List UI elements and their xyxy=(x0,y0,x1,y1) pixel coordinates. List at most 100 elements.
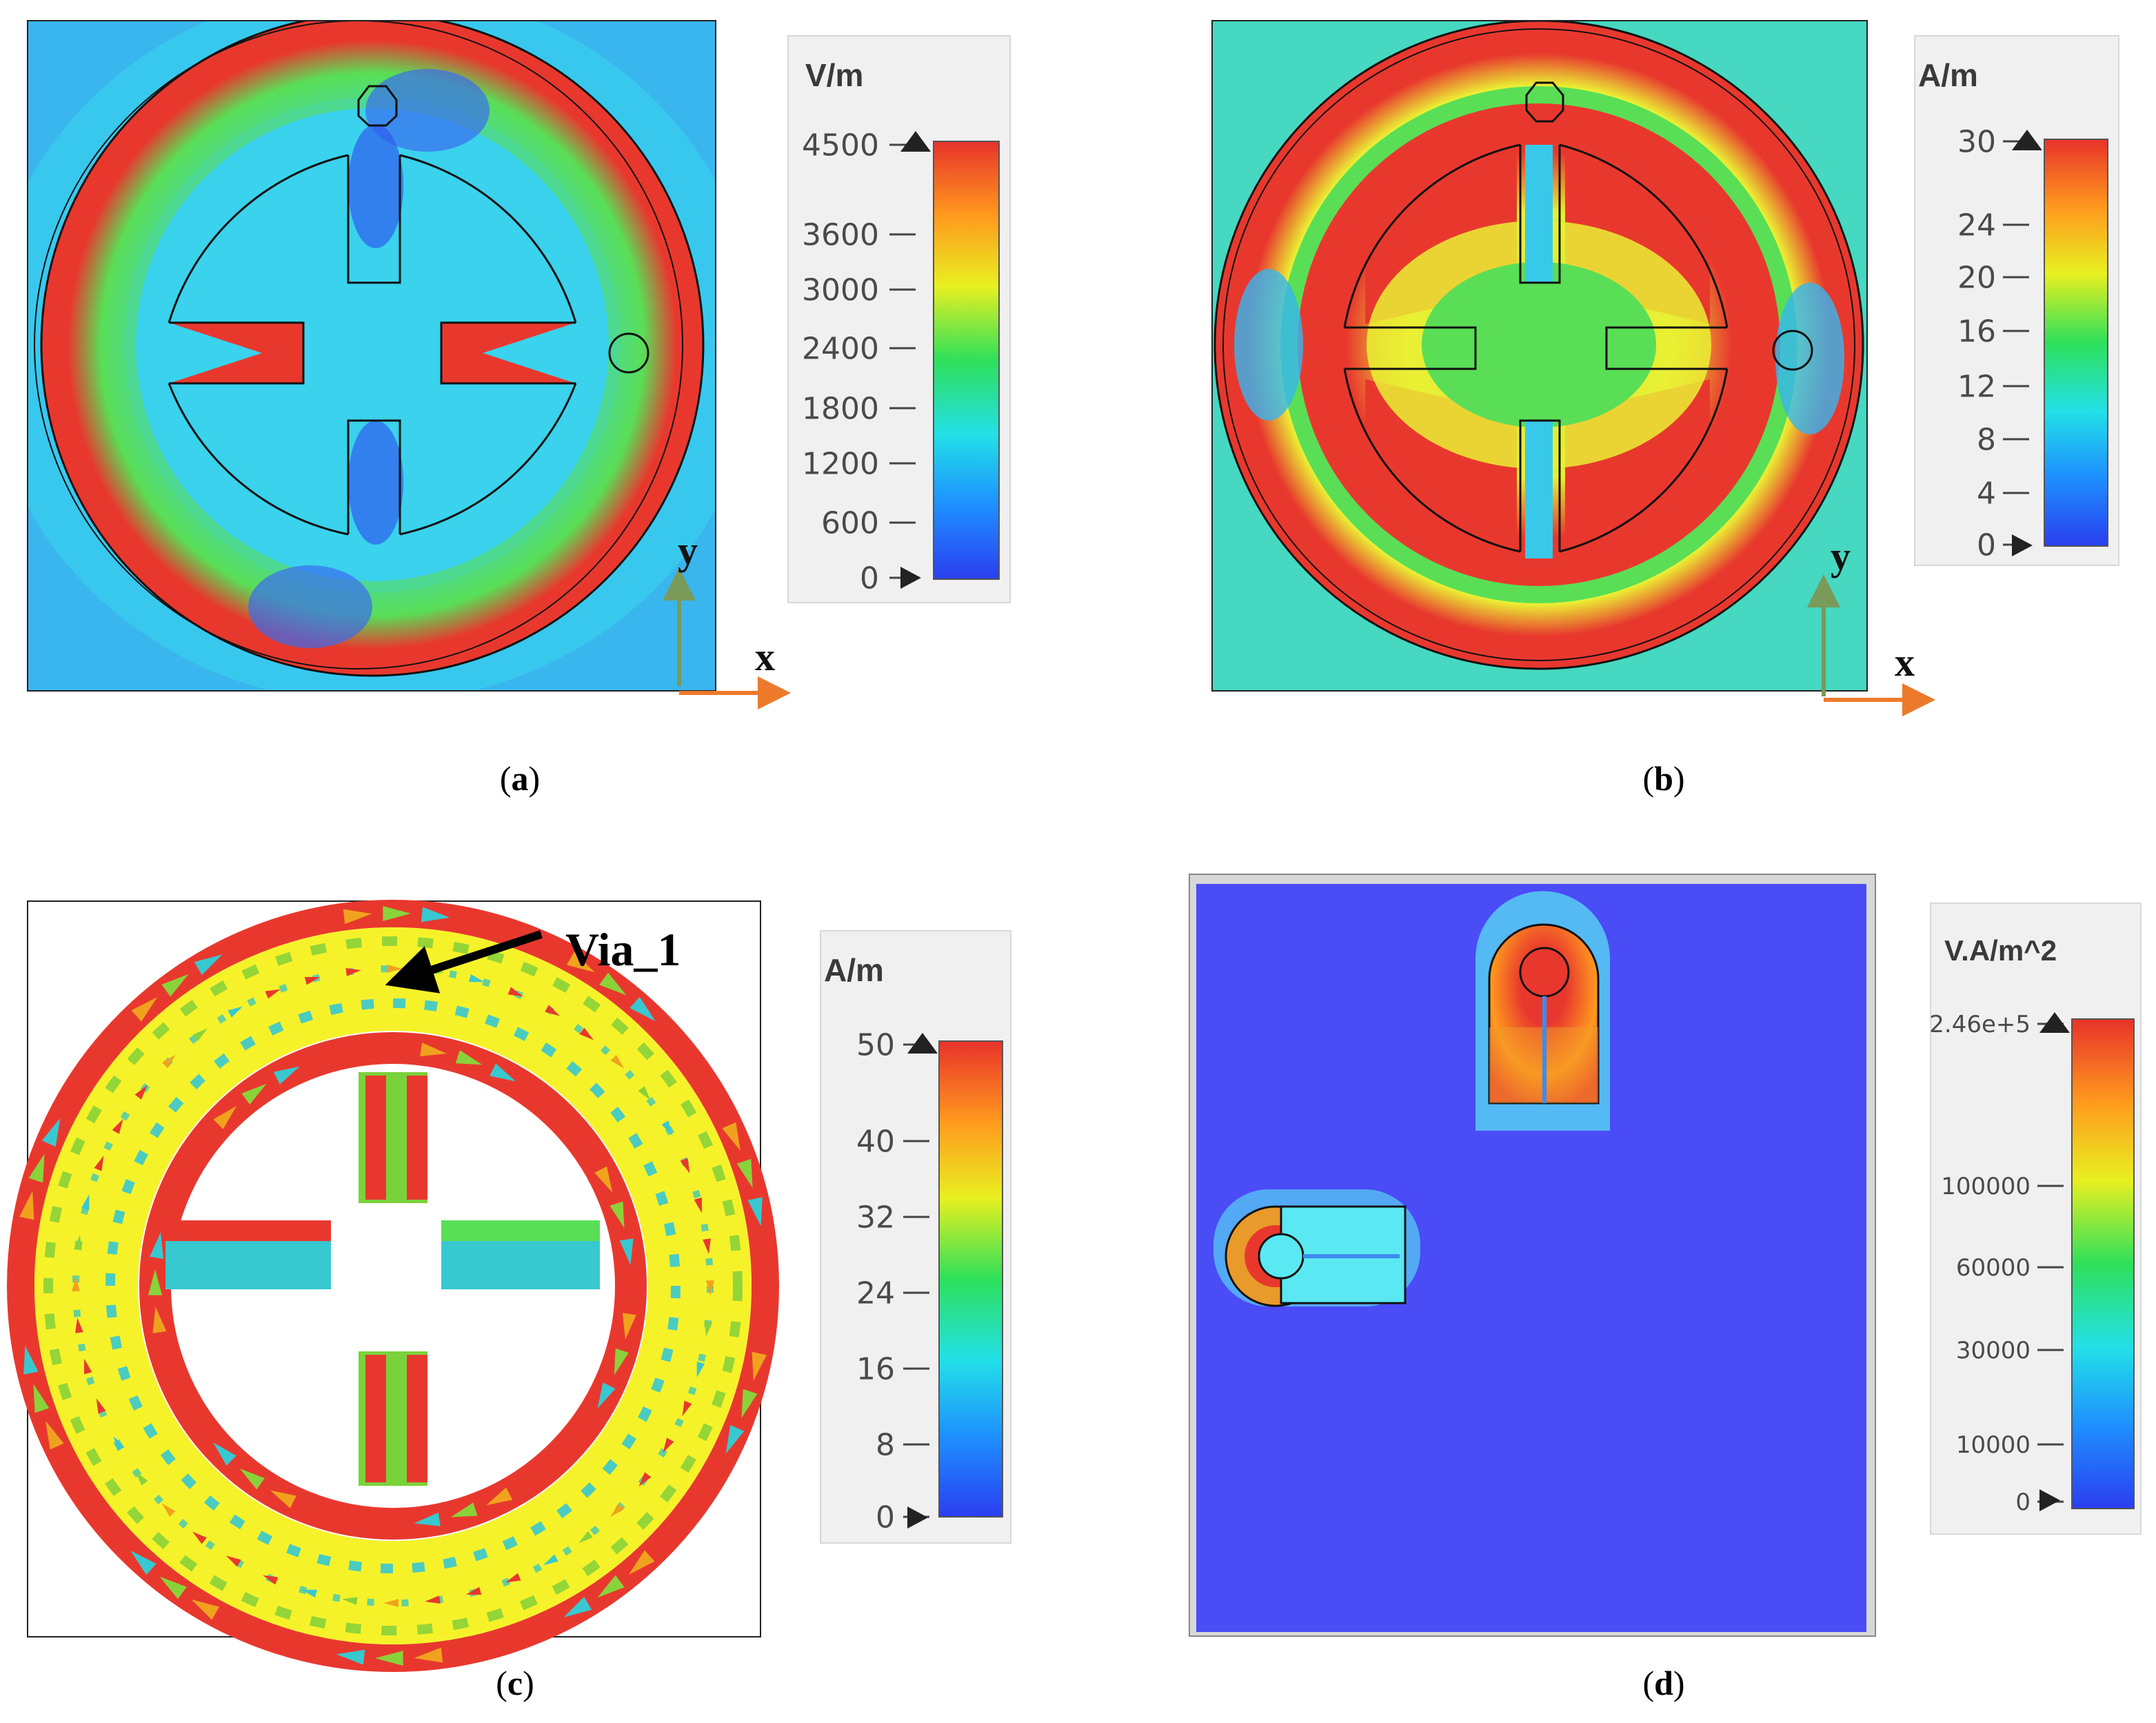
vector-arrowhead xyxy=(756,1313,772,1343)
x-axis-label: x xyxy=(1895,640,1915,685)
vector-arrowhead xyxy=(157,1196,172,1224)
vector-arrowhead xyxy=(194,954,223,976)
vector-arrowhead xyxy=(84,1358,92,1375)
vector-arrowhead xyxy=(414,1512,441,1526)
vector-arrowhead xyxy=(81,1490,104,1518)
vector-arrowhead xyxy=(131,997,157,1022)
vector-arrowhead xyxy=(298,1644,328,1660)
vector-arrowhead xyxy=(59,1084,80,1113)
vector-arrowhead xyxy=(722,1122,741,1151)
vector-arrowhead xyxy=(425,1595,441,1604)
vector-arrowhead xyxy=(170,1163,189,1189)
vector-arrowhead xyxy=(490,1063,516,1082)
colorbar-tick-label: 600 xyxy=(821,505,879,541)
colorbar-tick-label: 32 xyxy=(856,1200,895,1235)
vector-arrowhead xyxy=(521,1082,547,1103)
colorbar-tick-label: 0 xyxy=(1977,527,1996,563)
vector-arrowhead xyxy=(336,1649,365,1665)
vector-arrowhead xyxy=(150,1232,164,1259)
vector-arrowhead xyxy=(113,1435,125,1451)
vector-arrowhead xyxy=(225,1555,241,1567)
vector-arrowhead xyxy=(545,1005,561,1016)
vector-arrowhead xyxy=(550,1106,573,1129)
vector-arrowhead xyxy=(594,1166,613,1193)
vector-arrowhead xyxy=(619,1238,634,1265)
colorbar-tick-label: 24 xyxy=(856,1276,895,1311)
panel-a: y x V/m 4500 3600 3000 2400 1800 1200 600 0 (a) xyxy=(27,20,1011,798)
vector-arrowhead xyxy=(657,1024,682,1050)
vector-arrowhead xyxy=(563,1596,592,1618)
vector-arrowhead xyxy=(682,1054,705,1082)
colorbar-c: A/m 50 40 32 24 16 8 0 xyxy=(820,930,1011,1544)
vector-arrowhead xyxy=(273,1066,300,1085)
vector-arrowhead xyxy=(486,1487,513,1506)
vector-arrowhead xyxy=(301,1589,317,1598)
vector-arrowhead xyxy=(629,1550,655,1575)
colorbar-b: A/m 30 24 20 16 12 8 4 0 xyxy=(1914,35,2119,566)
vector-arrowhead xyxy=(23,1345,39,1375)
vector-arrowhead xyxy=(657,1522,683,1549)
vector-arrowhead xyxy=(579,1027,594,1040)
via-marker xyxy=(357,85,398,127)
vector-arrowhead xyxy=(345,1045,372,1060)
vector-arrowhead xyxy=(465,1586,482,1595)
vector-arrowhead xyxy=(263,1575,279,1585)
max-marker-icon xyxy=(907,1033,938,1054)
vector-arrowhead xyxy=(265,926,295,943)
vector-arrowhead xyxy=(680,1158,690,1173)
vector-arrowhead xyxy=(609,1201,625,1229)
vector-arrowhead xyxy=(459,912,488,927)
colorbar-tick-label: 2400 xyxy=(802,331,879,366)
vector-arrowhead xyxy=(261,1634,290,1651)
vector-arrowhead xyxy=(46,1420,64,1450)
vector-arrowhead xyxy=(736,1158,753,1188)
colorbar-tick-label: 100000 xyxy=(1941,1173,2031,1200)
vector-arrowhead xyxy=(14,1229,30,1258)
vector-arrowhead xyxy=(469,974,485,983)
vector-arrowhead xyxy=(703,1238,711,1254)
vector-arrowhead xyxy=(135,1471,148,1486)
vector-arrowhead xyxy=(747,1197,763,1227)
vector-arrowhead xyxy=(754,1236,770,1265)
max-marker-icon xyxy=(900,131,931,152)
vector-arrowhead xyxy=(614,1348,629,1376)
via-marker xyxy=(1772,330,1813,371)
vector-arrowhead xyxy=(33,1384,50,1413)
via-marker xyxy=(608,332,649,374)
colorbar-tick-label: 3000 xyxy=(802,272,879,308)
vector-arrowhead xyxy=(190,1412,212,1438)
vector-arrowhead xyxy=(229,938,259,957)
vector-arrowhead xyxy=(225,1618,254,1638)
field-plot-a xyxy=(28,21,716,691)
vector-arrowhead xyxy=(130,1550,157,1575)
vector-arrowhead xyxy=(75,1318,83,1333)
colorbar-tick-label: 16 xyxy=(1957,314,1996,349)
colorbar-tick-label: 30000 xyxy=(1956,1337,2031,1364)
vector-arrowhead xyxy=(189,1132,210,1158)
vector-arrowhead xyxy=(192,1531,207,1544)
vector-arrowhead xyxy=(414,1647,443,1663)
vector-arrowhead xyxy=(574,1134,596,1160)
vector-arrowhead xyxy=(576,1414,597,1440)
vector-arrowhead xyxy=(339,1515,366,1529)
colorbar-tick-label: 12 xyxy=(1957,369,1996,404)
vector-arrowhead xyxy=(496,921,525,938)
colorbar-tick-label: 4 xyxy=(1977,476,1996,511)
colorbar-tick-label: 2.46e+5 xyxy=(1929,1011,2031,1038)
colorbar-tick-label: 60000 xyxy=(1956,1254,2031,1282)
vector-arrowhead xyxy=(303,1507,331,1522)
vector-arrowhead xyxy=(597,1382,616,1409)
field-plot-b xyxy=(1212,21,1867,691)
vector-arrowhead xyxy=(597,1575,625,1598)
caption-c: (c) xyxy=(496,1664,534,1702)
vector-arrowhead xyxy=(683,1492,707,1520)
vector-arrowhead xyxy=(162,1054,176,1069)
vector-arrowhead xyxy=(173,1379,192,1406)
vector-arrowhead xyxy=(491,1629,521,1646)
vector-arrowhead xyxy=(383,1599,399,1607)
vector-arrowhead xyxy=(725,1424,745,1454)
colorbar-tick-label: 3600 xyxy=(802,217,879,252)
vector-arrowhead xyxy=(696,1362,705,1378)
vector-arrowhead xyxy=(61,1456,83,1485)
